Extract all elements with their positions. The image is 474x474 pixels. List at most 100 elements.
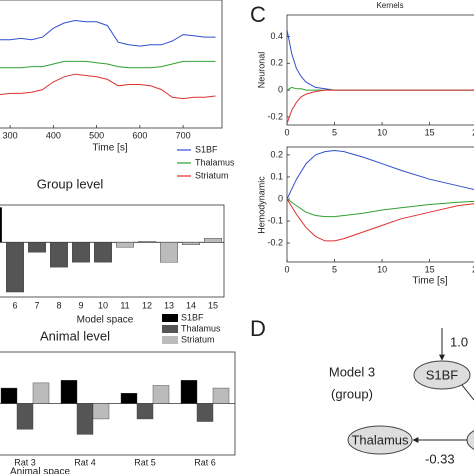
legend-swatch — [162, 314, 178, 322]
node — [413, 360, 471, 390]
bar — [152, 385, 170, 404]
y-tick-label: 0.2 — [270, 58, 283, 68]
series-line — [286, 149, 474, 200]
x-tick-label: 11 — [120, 300, 129, 310]
chart-title: Group level — [37, 176, 104, 191]
node-label: S1BF — [426, 367, 459, 382]
bar — [137, 241, 156, 243]
x-tick-label: 15 — [208, 300, 218, 310]
plot-frame — [286, 14, 474, 126]
bar — [92, 403, 110, 420]
y-tick-label: 0.4 — [270, 31, 283, 41]
edge-label: -0.33 — [425, 451, 455, 466]
y-tick-label: 0.1 — [270, 171, 283, 181]
x-tick-label: Rat 5 — [134, 457, 156, 467]
bar — [120, 393, 138, 404]
x-tick-label: 8 — [56, 300, 61, 310]
edge-arrow — [461, 384, 474, 401]
bar — [60, 380, 78, 404]
x-tick-label: 14 — [186, 300, 196, 310]
y-axis-label: Neuronal — [256, 52, 266, 89]
x-tick-label: 0 — [284, 264, 289, 274]
diagram-title: Model 3 — [329, 364, 375, 379]
x-tick-label: Rat 6 — [194, 457, 216, 467]
x-tick-label: 10 — [98, 300, 108, 310]
x-tick-label: 9 — [78, 300, 83, 310]
y-tick-label: 0.2 — [270, 149, 283, 159]
bar — [203, 238, 222, 243]
x-tick-label: 5 — [332, 264, 337, 274]
bar — [181, 242, 200, 245]
legend-label: Thalamus — [181, 323, 221, 333]
x-tick-label: 0 — [284, 127, 289, 137]
y-tick-label: -0.1 — [267, 215, 283, 225]
x-tick-label: 7 — [34, 300, 39, 310]
x-tick-label: Rat 3 — [14, 457, 36, 467]
legend-label: Striatum — [181, 334, 215, 344]
plot-frame — [286, 146, 474, 263]
bar — [32, 382, 50, 404]
x-tick-label: 700 — [176, 130, 191, 140]
x-tick-label: 15 — [425, 127, 435, 137]
legend-label: Thalamus — [195, 157, 235, 167]
x-tick-label: 13 — [164, 300, 174, 310]
bar — [76, 403, 94, 435]
series-line — [0, 19, 216, 47]
bar — [5, 242, 25, 293]
x-tick-label: 400 — [46, 130, 61, 140]
x-axis-label: Time [s] — [92, 143, 127, 154]
series-line — [286, 29, 474, 91]
bar — [115, 242, 134, 248]
series-line — [0, 73, 216, 100]
legend-label: S1BF — [181, 312, 204, 322]
x-axis-label: Model space — [77, 315, 134, 326]
bar — [93, 242, 112, 263]
y-tick-label: -0.2 — [267, 111, 283, 121]
bar — [0, 387, 18, 404]
x-tick-label: 20 — [472, 127, 474, 137]
legend-label: S1BF — [195, 144, 218, 154]
series-line — [0, 60, 216, 69]
chart-title: Kernels — [376, 1, 403, 10]
panel-letter: D — [250, 316, 266, 341]
node — [347, 425, 413, 455]
x-tick-label: 10 — [377, 264, 387, 274]
x-tick-label: 6 — [12, 300, 17, 310]
edge-label: 1.0 — [450, 334, 468, 349]
series-line — [286, 198, 474, 218]
y-tick-label: -0.2 — [267, 237, 283, 247]
bar — [212, 387, 230, 404]
y-axis-label: Hemodynamic — [256, 176, 266, 234]
x-tick-label: 300 — [3, 130, 18, 140]
bar — [28, 242, 47, 253]
diagram-subtitle: (group) — [331, 386, 373, 401]
series-line — [286, 89, 474, 124]
x-tick-label: 500 — [89, 130, 104, 140]
bar — [71, 242, 90, 263]
x-tick-label: 15 — [425, 264, 435, 274]
x-tick-label: 600 — [132, 130, 147, 140]
x-tick-label: 12 — [142, 300, 152, 310]
plot-frame — [0, 0, 223, 129]
legend-label: Striatum — [195, 170, 229, 180]
node-label: Thalamus — [351, 432, 409, 447]
x-axis-label: Animal space — [10, 467, 70, 474]
bar — [159, 242, 178, 263]
x-tick-label: Rat 4 — [74, 457, 96, 467]
plot-frame — [0, 204, 225, 298]
bar — [196, 403, 214, 422]
x-tick-label: 20 — [472, 264, 474, 274]
legend-swatch — [162, 336, 178, 344]
panel-letter: C — [250, 2, 266, 27]
node — [466, 430, 474, 450]
series-line — [286, 198, 474, 242]
legend-swatch — [162, 325, 178, 333]
y-tick-label: 0 — [278, 193, 283, 203]
x-tick-label: 10 — [377, 127, 387, 137]
bar — [180, 380, 198, 404]
x-tick-label: 5 — [332, 127, 337, 137]
bar — [50, 242, 69, 268]
y-tick-label: 0 — [278, 84, 283, 94]
chart-title: Animal level — [40, 328, 110, 343]
